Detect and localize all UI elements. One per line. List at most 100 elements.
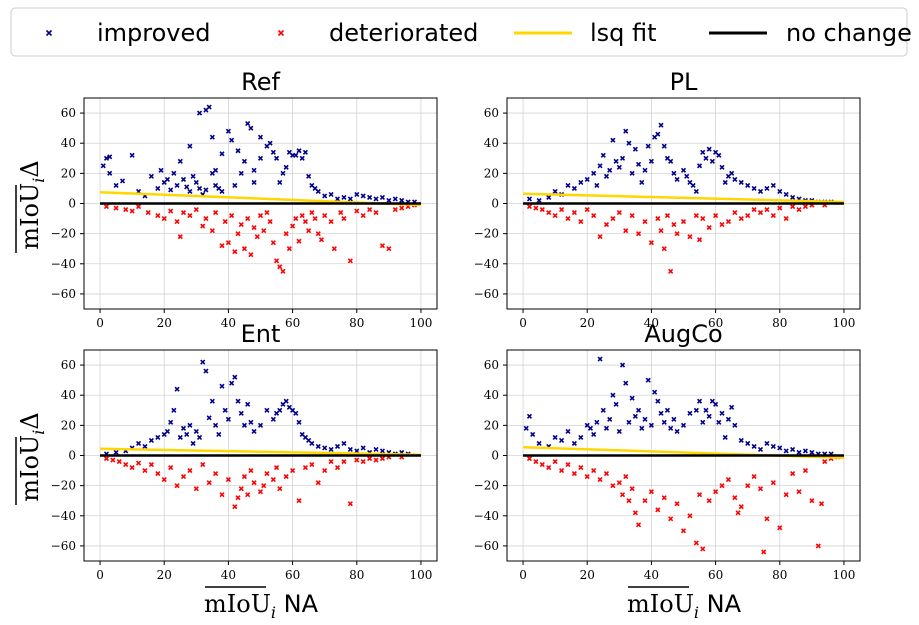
point-improved [636, 161, 642, 167]
point-improved [610, 392, 616, 398]
point-deteriorated [687, 234, 693, 240]
point-deteriorated [603, 222, 610, 228]
ylabel-bottom: mIoUiΔ [15, 412, 48, 505]
point-improved [536, 197, 542, 204]
point-deteriorated [283, 474, 289, 480]
point-deteriorated [277, 264, 283, 270]
subplot-title-ent: Ent [241, 320, 281, 348]
point-deteriorated [168, 208, 174, 214]
point-improved [642, 416, 648, 422]
point-improved [696, 163, 703, 169]
point-deteriorated [392, 206, 398, 213]
y-tick-label: 60 [61, 358, 76, 372]
y-tick-label: −60 [474, 539, 499, 553]
point-deteriorated [757, 486, 764, 492]
point-improved [661, 143, 667, 149]
ylabel-top: mIoUiΔ [15, 160, 48, 253]
point-deteriorated [142, 468, 148, 474]
point-deteriorated [623, 474, 629, 480]
point-deteriorated [565, 461, 571, 468]
point-deteriorated [315, 480, 321, 486]
point-improved [251, 428, 257, 434]
point-deteriorated [751, 474, 757, 480]
point-improved [626, 419, 632, 425]
point-improved [142, 443, 148, 450]
point-improved [190, 173, 196, 179]
point-improved [373, 196, 379, 202]
point-deteriorated [668, 268, 674, 274]
point-deteriorated [257, 212, 264, 219]
legend-entry-no-change: no change [709, 19, 912, 47]
point-deteriorated [148, 461, 154, 468]
point-improved [594, 419, 600, 425]
point-deteriorated [379, 243, 386, 249]
point-improved [103, 155, 110, 161]
point-deteriorated [584, 474, 590, 480]
point-deteriorated [526, 203, 533, 210]
point-improved [783, 191, 789, 198]
x-tick-label: 60 [285, 316, 300, 330]
point-deteriorated [264, 471, 270, 477]
y-tick-label: 60 [484, 358, 499, 372]
point-deteriorated [248, 252, 254, 258]
point-improved [777, 188, 783, 195]
point-improved [584, 176, 590, 182]
point-deteriorated [629, 486, 635, 492]
legend-entry-deteriorated: deteriorated [277, 19, 478, 47]
x-tick-label: 100 [833, 316, 856, 330]
point-deteriorated [155, 212, 161, 219]
x-tick-label: 40 [644, 316, 659, 330]
point-improved [639, 425, 645, 431]
point-deteriorated [203, 216, 209, 222]
point-deteriorated [354, 457, 360, 463]
point-improved [135, 440, 142, 447]
point-deteriorated [687, 513, 693, 519]
point-deteriorated [386, 246, 392, 252]
point-deteriorated [206, 480, 212, 486]
point-improved [639, 179, 645, 185]
point-deteriorated [809, 498, 815, 504]
point-deteriorated [802, 468, 809, 474]
point-deteriorated [680, 219, 687, 225]
point-deteriorated [632, 510, 638, 516]
point-deteriorated [745, 212, 751, 219]
point-improved [334, 443, 341, 450]
y-tick-label: −20 [51, 479, 76, 493]
point-deteriorated [331, 246, 337, 252]
y-tick-label: 20 [484, 418, 499, 432]
point-deteriorated [193, 486, 199, 492]
xlabel-left-text: mIoUi NA [204, 590, 319, 622]
x-tick-label: 0 [96, 316, 104, 330]
point-deteriorated [267, 219, 273, 225]
point-improved [293, 410, 299, 416]
point-improved [719, 164, 725, 170]
point-improved [209, 398, 215, 404]
point-improved [642, 167, 648, 173]
point-improved [328, 446, 334, 453]
point-deteriorated [110, 457, 116, 463]
point-deteriorated [636, 522, 642, 528]
point-deteriorated [367, 455, 373, 462]
lsq-fit-line [100, 447, 421, 456]
point-deteriorated [578, 219, 584, 225]
point-improved [148, 173, 154, 179]
point-improved [399, 197, 405, 204]
point-improved [334, 196, 341, 202]
point-improved [693, 407, 699, 413]
point-improved [530, 431, 536, 437]
point-improved [796, 449, 802, 456]
point-deteriorated [757, 209, 764, 216]
point-deteriorated [546, 209, 552, 216]
point-deteriorated [232, 249, 238, 255]
point-improved [245, 121, 251, 127]
point-deteriorated [161, 216, 167, 222]
x-tick-label: 40 [644, 568, 659, 582]
subplots: 0 20 40 60 80 100 −60 −40 −20 0 20 40 60 Ref 0 20 40 60 80… [51, 68, 861, 582]
point-improved [229, 380, 235, 386]
subplot-title-augco: AugCo [644, 320, 722, 348]
point-deteriorated [578, 464, 584, 471]
point-improved [177, 434, 183, 440]
point-improved [306, 173, 312, 179]
point-improved [328, 191, 334, 198]
point-improved [629, 170, 635, 176]
